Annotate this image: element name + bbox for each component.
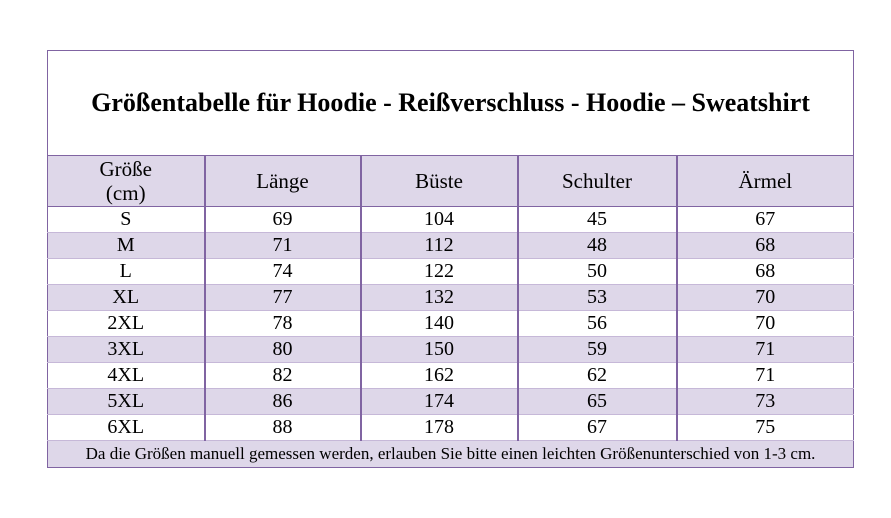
size-cell: M — [47, 232, 205, 259]
laenge-cell: 77 — [203, 284, 361, 311]
schulter-cell: 62 — [516, 362, 677, 389]
table-row-6xl: 6XL 88 178 67 75 — [47, 414, 854, 441]
table-row-s: S 69 104 45 67 — [47, 206, 854, 233]
bueste-cell: 122 — [359, 258, 518, 285]
aermel-cell: 67 — [675, 206, 854, 233]
aermel-cell: 75 — [675, 414, 854, 441]
table-row-l: L 74 122 50 68 — [47, 258, 854, 285]
schulter-cell: 50 — [516, 258, 677, 285]
laenge-cell: 82 — [203, 362, 361, 389]
header-cell-bueste: Büste — [359, 155, 518, 207]
bueste-cell: 140 — [359, 310, 518, 337]
header-cell-groesse: Größe (cm) — [47, 155, 205, 207]
size-cell: L — [47, 258, 205, 285]
bueste-cell: 162 — [359, 362, 518, 389]
schulter-cell: 56 — [516, 310, 677, 337]
table-row-5xl: 5XL 86 174 65 73 — [47, 388, 854, 415]
table-row-3xl: 3XL 80 150 59 71 — [47, 336, 854, 363]
laenge-cell: 86 — [203, 388, 361, 415]
title-row: Größentabelle für Hoodie - Reißverschlus… — [47, 50, 854, 156]
schulter-cell: 48 — [516, 232, 677, 259]
size-cell: 4XL — [47, 362, 205, 389]
bueste-cell: 174 — [359, 388, 518, 415]
aermel-cell: 73 — [675, 388, 854, 415]
aermel-cell: 71 — [675, 336, 854, 363]
laenge-cell: 78 — [203, 310, 361, 337]
header-groesse-label: Größe — [99, 157, 152, 181]
header-cell-schulter: Schulter — [516, 155, 677, 207]
schulter-cell: 59 — [516, 336, 677, 363]
schulter-cell: 53 — [516, 284, 677, 311]
laenge-cell: 88 — [203, 414, 361, 441]
schulter-cell: 65 — [516, 388, 677, 415]
table-row-4xl: 4XL 82 162 62 71 — [47, 362, 854, 389]
header-cell-laenge: Länge — [203, 155, 361, 207]
bueste-cell: 150 — [359, 336, 518, 363]
aermel-cell: 71 — [675, 362, 854, 389]
size-chart-table: Größentabelle für Hoodie - Reißverschlus… — [47, 50, 855, 468]
schulter-cell: 67 — [516, 414, 677, 441]
aermel-cell: 68 — [675, 258, 854, 285]
header-row: Größe (cm) Länge Büste Schulter Ärmel — [47, 155, 854, 207]
laenge-cell: 71 — [203, 232, 361, 259]
size-cell: 6XL — [47, 414, 205, 441]
footer-note: Da die Größen manuell gemessen werden, e… — [47, 440, 854, 468]
laenge-cell: 74 — [203, 258, 361, 285]
bueste-cell: 112 — [359, 232, 518, 259]
laenge-cell: 80 — [203, 336, 361, 363]
table-row-2xl: 2XL 78 140 56 70 — [47, 310, 854, 337]
aermel-cell: 70 — [675, 284, 854, 311]
bueste-cell: 104 — [359, 206, 518, 233]
bueste-cell: 132 — [359, 284, 518, 311]
footer-row: Da die Größen manuell gemessen werden, e… — [47, 440, 854, 468]
aermel-cell: 68 — [675, 232, 854, 259]
aermel-cell: 70 — [675, 310, 854, 337]
size-cell: 5XL — [47, 388, 205, 415]
header-groesse-unit: (cm) — [105, 181, 146, 205]
table-title: Größentabelle für Hoodie - Reißverschlus… — [47, 50, 854, 156]
laenge-cell: 69 — [203, 206, 361, 233]
table-row-xl: XL 77 132 53 70 — [47, 284, 854, 311]
size-cell: 2XL — [47, 310, 205, 337]
header-cell-aermel: Ärmel — [675, 155, 854, 207]
size-cell: 3XL — [47, 336, 205, 363]
size-cell: S — [47, 206, 205, 233]
bueste-cell: 178 — [359, 414, 518, 441]
size-cell: XL — [47, 284, 205, 311]
table-row-m: M 71 112 48 68 — [47, 232, 854, 259]
schulter-cell: 45 — [516, 206, 677, 233]
